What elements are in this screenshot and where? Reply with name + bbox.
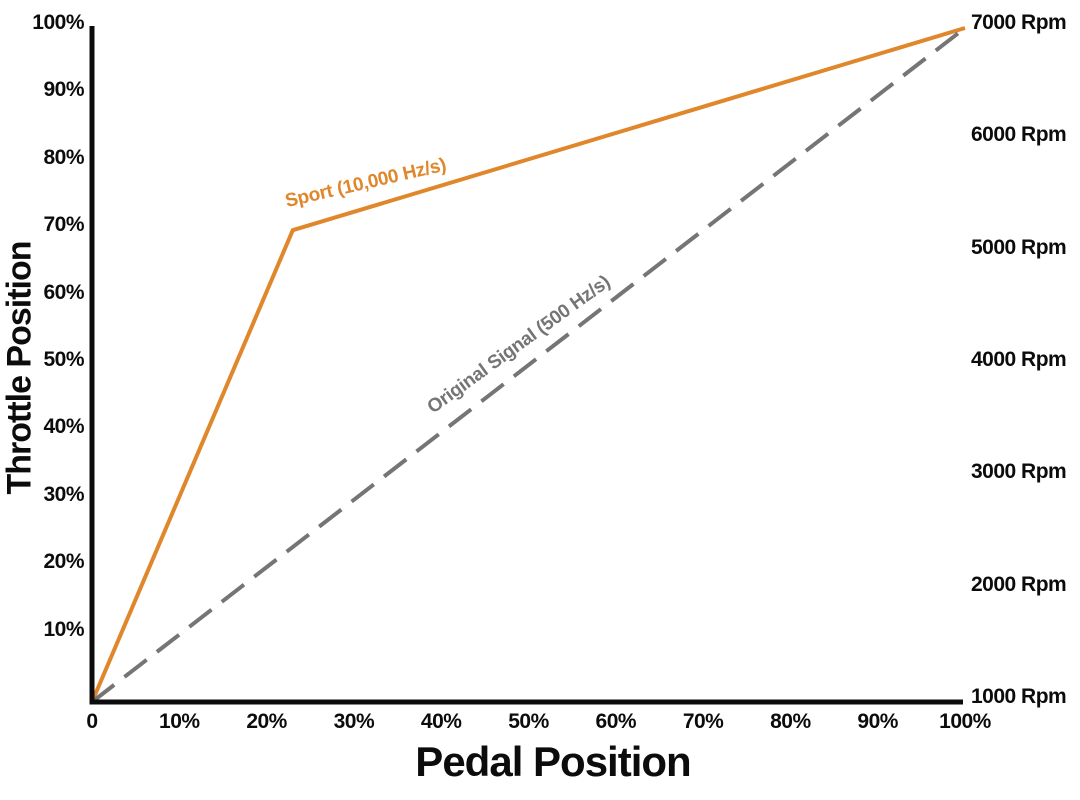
- x-tick-40%: 40%: [420, 710, 462, 733]
- x-tick-20%: 20%: [246, 710, 287, 733]
- y-tick-90%: 90%: [43, 78, 84, 102]
- rpm-label-6000: 6000 Rpm: [971, 123, 1067, 147]
- x-tick-100%: 100%: [939, 710, 991, 733]
- y-tick-70%: 70%: [43, 213, 84, 237]
- y-tick-30%: 30%: [43, 482, 84, 506]
- x-tick-0: 0: [86, 710, 98, 733]
- y-tick-80%: 80%: [43, 145, 84, 169]
- rpm-label-7000: 7000 Rpm: [971, 11, 1067, 34]
- rpm-label-5000: 5000 Rpm: [971, 235, 1067, 259]
- x-tick-50%: 50%: [508, 710, 549, 733]
- x-tick-80%: 80%: [770, 710, 811, 733]
- x-tick-90%: 90%: [857, 710, 898, 733]
- x-tick-70%: 70%: [682, 710, 724, 733]
- series-line-1: [90, 26, 967, 704]
- x-tick-10%: 10%: [159, 710, 200, 733]
- y-tick-40%: 40%: [43, 415, 84, 439]
- rpm-label-3000: 3000 Rpm: [971, 460, 1067, 484]
- rpm-label-2000: 2000 Rpm: [971, 572, 1067, 596]
- rpm-label-4000: 4000 Rpm: [971, 348, 1067, 371]
- x-tick-30%: 30%: [333, 710, 375, 733]
- y-tick-60%: 60%: [43, 280, 84, 304]
- series-line-0: [90, 26, 966, 703]
- rpm-label-1000: 1000 Rpm: [971, 685, 1067, 708]
- y-tick-20%: 20%: [43, 550, 84, 574]
- x-tick-60%: 60%: [595, 710, 637, 733]
- y-tick-100%: 100%: [32, 11, 84, 34]
- y-tick-10%: 10%: [43, 617, 84, 641]
- x-axis-title: Pedal Position: [415, 738, 691, 785]
- y-tick-50%: 50%: [43, 348, 84, 371]
